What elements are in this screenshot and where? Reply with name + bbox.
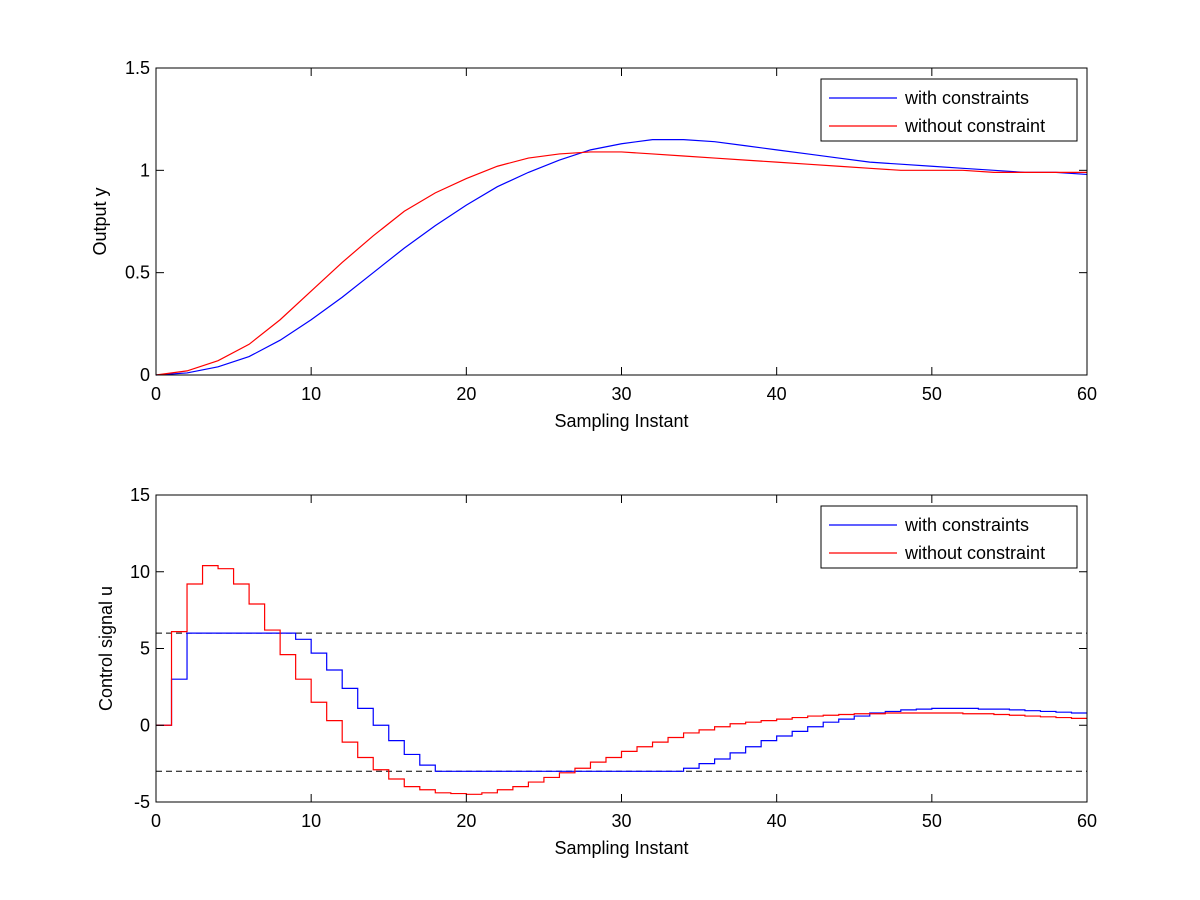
x-tick-label: 60 (1077, 384, 1097, 404)
y-tick-label: 0.5 (125, 263, 150, 283)
y-tick-label: 0 (140, 715, 150, 735)
y-tick-label: 5 (140, 639, 150, 659)
x-tick-label: 50 (922, 811, 942, 831)
x-tick-label: 10 (301, 811, 321, 831)
legend-box (820, 78, 1078, 142)
series-line-with-constraints (155, 139, 1088, 376)
x-tick-label: 10 (301, 384, 321, 404)
y-tick-label: -5 (134, 792, 150, 812)
series-line-without-constraint (156, 565, 1087, 795)
x-axis-label: Sampling Instant (554, 838, 688, 858)
x-tick-label: 30 (611, 811, 631, 831)
series-line-with-constraints (156, 632, 1087, 772)
output-plot: 0 10 20 30 40 50 60 0 0.5 1 1.5 Sampling Instant Out… (90, 58, 1097, 431)
y-tick-label: 0 (140, 365, 150, 385)
y-axis-label: Control signal u (96, 586, 116, 711)
x-tick-label: 40 (767, 811, 787, 831)
x-tick-label: 50 (922, 384, 942, 404)
legend-label-with-constraints: with constraints (904, 515, 1029, 535)
legend-label-without-constraint: without constraint (904, 116, 1045, 136)
x-tick-label: 60 (1077, 811, 1097, 831)
x-tick-label: 30 (611, 384, 631, 404)
x-tick-label: 40 (767, 384, 787, 404)
y-tick-label: 15 (130, 485, 150, 505)
legend-label-with-constraints: with constraints (904, 88, 1029, 108)
x-tick-label: 0 (151, 384, 161, 404)
x-tick-label: 20 (456, 384, 476, 404)
series-line-without-constraint (155, 151, 1087, 376)
legend-label-without-constraint: without constraint (904, 543, 1045, 563)
y-axis-label: Output y (90, 187, 110, 255)
y-tick-label: 10 (130, 562, 150, 582)
x-tick-label: 20 (456, 811, 476, 831)
x-tick-label: 0 (151, 811, 161, 831)
legend: with constraints without constraint (820, 78, 1078, 142)
x-axis-label: Sampling Instant (554, 411, 688, 431)
legend: with constraints without constraint (820, 505, 1078, 569)
y-tick-label: 1.5 (125, 58, 150, 78)
legend-box (820, 505, 1078, 569)
y-tick-label: 1 (140, 160, 150, 180)
